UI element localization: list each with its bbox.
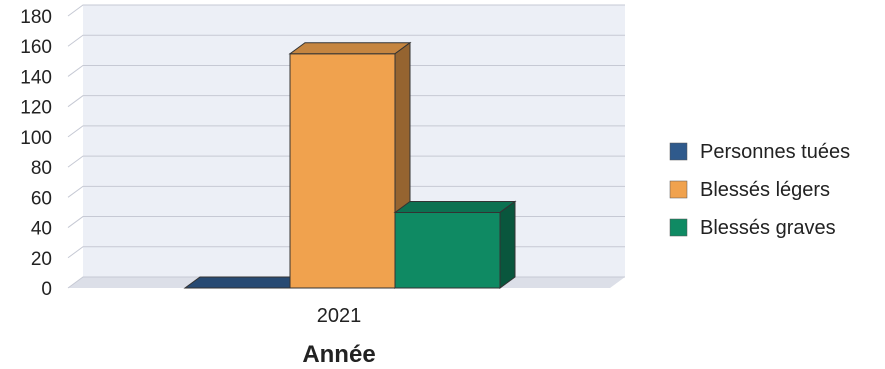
y-tick-label: 100 [20,128,52,149]
legend-label: Blessés graves [700,217,836,239]
bar-side [499,200,516,289]
y-tick-label: 40 [31,219,52,240]
y-tick-label: 20 [31,249,52,270]
gridline [67,34,625,47]
y-tick-label: 60 [31,188,52,209]
bar [183,276,307,289]
legend-swatch [669,218,688,237]
x-axis-ticks: 2021 [317,305,362,327]
legend-label: Blessés légers [700,179,830,201]
legend-item: Blessés légers [669,179,830,201]
y-tick-label: 80 [31,158,52,179]
bar [393,200,517,289]
gridline [67,4,625,17]
bars [183,41,517,289]
legend-item: Personnes tuées [669,141,850,163]
y-tick-label: 120 [20,98,52,119]
bar-top [183,276,307,289]
y-tick-label: 140 [20,67,52,88]
legend-swatch [669,180,688,199]
legend-item: Blessés graves [669,217,836,239]
legend-swatch [669,142,688,161]
gridline [67,64,625,77]
y-tick-label: 160 [20,37,52,58]
x-tick-label: 2021 [317,305,362,327]
y-tick-label: 0 [41,279,52,300]
bar-front [289,53,396,289]
bar-front [394,211,501,289]
gridline [67,155,625,168]
gridline [67,95,625,108]
legend-label: Personnes tuées [700,141,850,163]
gridline [67,185,625,198]
gridline [67,125,625,138]
x-axis-title: Année [302,341,375,368]
legend: Personnes tuées Blessés légers Blessés gra… [669,141,850,239]
y-tick-label: 180 [20,7,52,28]
bar-top [288,42,412,55]
bar [288,41,412,289]
y-axis-ticks: 0 20 40 60 80 100 120 140 160 180 [20,7,52,300]
bar-top [393,200,517,213]
